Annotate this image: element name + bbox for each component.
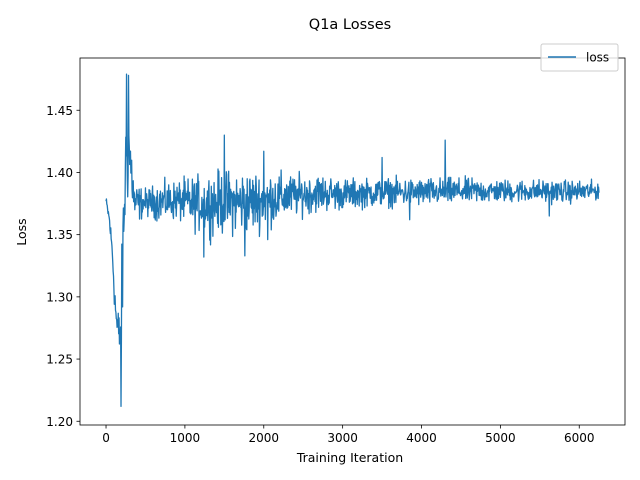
y-tick-label: 1.20 [46, 415, 73, 429]
x-tick-label: 6000 [564, 431, 595, 445]
series-loss [105, 73, 600, 407]
y-axis-ticks: 1.20 1.25 1.30 1.35 1.40 1.45 [46, 104, 80, 429]
y-tick-label: 1.40 [46, 166, 73, 180]
x-tick-label: 1000 [170, 431, 201, 445]
x-tick-label: 5000 [485, 431, 516, 445]
axes-frame [79, 57, 626, 426]
chart-title: Q1a Losses [309, 17, 391, 33]
x-axis-label: Training Iteration [296, 450, 403, 465]
x-tick-label: 0 [102, 431, 110, 445]
x-tick-label: 2000 [248, 431, 279, 445]
y-tick-label: 1.25 [46, 353, 73, 367]
plot-area [105, 73, 600, 407]
x-tick-label: 3000 [327, 431, 358, 445]
y-axis-label: Loss [14, 218, 29, 245]
legend-box [540, 43, 619, 72]
legend-label-loss: loss [586, 51, 609, 65]
y-tick-label: 1.30 [46, 290, 73, 304]
legend: loss [540, 43, 619, 72]
y-tick-label: 1.35 [46, 228, 73, 242]
x-axis-ticks: 0 1000 2000 3000 4000 5000 6000 [102, 425, 595, 445]
x-tick-label: 4000 [406, 431, 437, 445]
y-tick-label: 1.45 [46, 104, 73, 118]
loss-line [105, 73, 600, 407]
